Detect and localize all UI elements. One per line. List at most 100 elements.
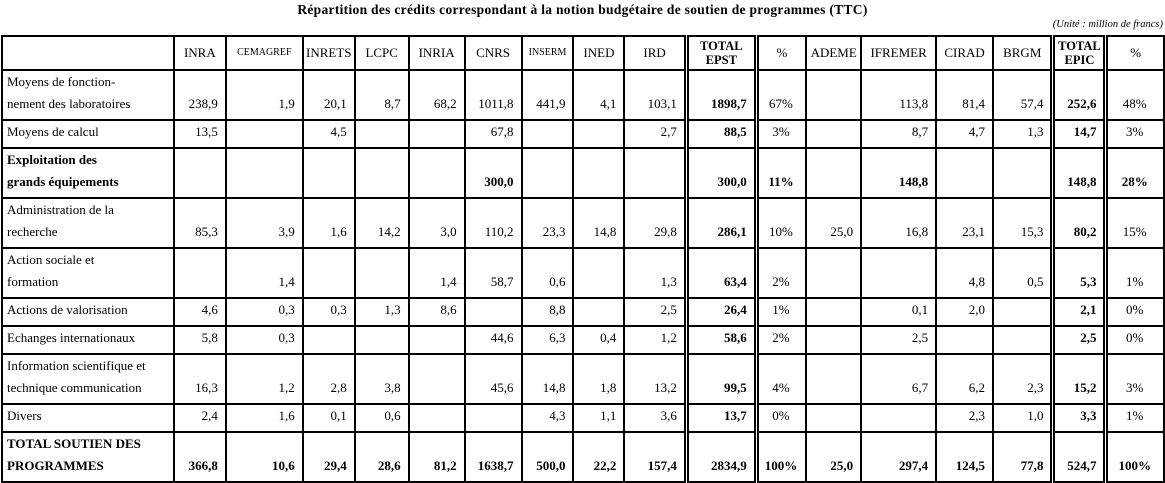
cell-inserm: 14,8 bbox=[520, 353, 575, 405]
column-header-inserm: INSERM bbox=[520, 35, 575, 71]
cell-inra bbox=[172, 147, 227, 199]
cell-total_epic: 148,8 bbox=[1050, 147, 1109, 199]
cell-cnrs: 110,2 bbox=[463, 197, 523, 249]
cell-inria bbox=[407, 403, 466, 433]
cell-pct_epst: 3% bbox=[755, 119, 808, 149]
cell-cemagref: 0,3 bbox=[224, 325, 304, 355]
cell-cirad: 124,5 bbox=[935, 431, 995, 483]
cell-pct_epst: 11% bbox=[755, 147, 808, 199]
cell-total_epst: 13,7 bbox=[683, 403, 759, 433]
cell-ifremer bbox=[860, 247, 938, 299]
column-header-cirad: CIRAD bbox=[935, 35, 995, 71]
cell-total_epst: 63,4 bbox=[683, 247, 759, 299]
cell-ifremer: 16,8 bbox=[860, 197, 938, 249]
cell-ird: 2,7 bbox=[623, 119, 688, 149]
cell-ined: 14,8 bbox=[572, 197, 626, 249]
cell-cnrs: 1011,8 bbox=[463, 69, 523, 121]
cell-inserm: 441,9 bbox=[520, 69, 575, 121]
column-header-inria: INRIA bbox=[407, 35, 466, 71]
cell-cnrs: 58,7 bbox=[463, 247, 523, 299]
cell-inra: 238,9 bbox=[172, 69, 227, 121]
cell-total_epst: 26,4 bbox=[683, 297, 759, 327]
cell-inra: 2,4 bbox=[172, 403, 227, 433]
table-header: INRA CEMAGREF INRETS LCPC INRIA CNRS INSERM INE… bbox=[1, 35, 1165, 71]
cell-inserm: 500,0 bbox=[520, 431, 575, 483]
cell-ined bbox=[572, 147, 626, 199]
cell-inrets: 20,1 bbox=[301, 69, 356, 121]
cell-pct_epic: 0% bbox=[1104, 297, 1165, 327]
cell-total_epic: 2,1 bbox=[1050, 297, 1109, 327]
cell-total_epst: 300,0 bbox=[683, 147, 759, 199]
cell-inria bbox=[407, 325, 466, 355]
cell-pct_epic: 1% bbox=[1104, 247, 1165, 299]
cell-cemagref bbox=[224, 147, 304, 199]
cell-cirad: 23,1 bbox=[935, 197, 995, 249]
cell-ademe bbox=[805, 147, 863, 199]
cell-pct_epst: 10% bbox=[755, 197, 808, 249]
cell-cemagref: 1,4 bbox=[224, 247, 304, 299]
cell-lcpc bbox=[353, 147, 410, 199]
cell-brgm: 1,3 bbox=[992, 119, 1054, 149]
table-row: Administration de la recherche 85,3 3,9 1,6 1… bbox=[1, 197, 1165, 249]
cell-total_epic: 524,7 bbox=[1050, 431, 1109, 483]
cell-pct_epic: 15% bbox=[1104, 197, 1165, 249]
header-row: INRA CEMAGREF INRETS LCPC INRIA CNRS INSERM INE… bbox=[1, 35, 1165, 71]
cell-pct_epst: 0% bbox=[755, 403, 808, 433]
row-label: Information scientifique et technique com… bbox=[1, 353, 175, 405]
row-label: Moyens de calcul bbox=[1, 119, 175, 149]
cell-cemagref: 1,9 bbox=[224, 69, 304, 121]
cell-brgm: 77,8 bbox=[992, 431, 1054, 483]
cell-cirad bbox=[935, 325, 995, 355]
cell-pct_epst: 100% bbox=[755, 431, 808, 483]
cell-cnrs: 300,0 bbox=[463, 147, 523, 199]
cell-ifremer bbox=[860, 403, 938, 433]
column-header-ird: IRD bbox=[623, 35, 688, 71]
table-row: Moyens de calcul 13,5 4,5 67,8 2,7 88,5 3% 8,7 4… bbox=[1, 119, 1165, 149]
cell-ined bbox=[572, 119, 626, 149]
cell-inrets bbox=[301, 147, 356, 199]
unit-note: (Unité : million de francs) bbox=[1052, 19, 1163, 30]
cell-lcpc: 14,2 bbox=[353, 197, 410, 249]
cell-ird: 103,1 bbox=[623, 69, 688, 121]
cell-ird: 1,2 bbox=[623, 325, 688, 355]
cell-ademe bbox=[805, 297, 863, 327]
cell-inra: 4,6 bbox=[172, 297, 227, 327]
row-label: Moyens de fonction-nement des laboratoir… bbox=[1, 69, 175, 121]
cell-inria: 1,4 bbox=[407, 247, 466, 299]
cell-cnrs: 45,6 bbox=[463, 353, 523, 405]
table-title: Répartition des crédits correspondant à … bbox=[297, 2, 868, 17]
cell-pct_epic: 3% bbox=[1104, 353, 1165, 405]
cell-ifremer: 6,7 bbox=[860, 353, 938, 405]
cell-lcpc bbox=[353, 325, 410, 355]
cell-pct_epic: 1% bbox=[1104, 403, 1165, 433]
table-row: Exploitation des grands équipements 300,0 3… bbox=[1, 147, 1165, 199]
column-header-cnrs: CNRS bbox=[463, 35, 523, 71]
cell-ird: 29,8 bbox=[623, 197, 688, 249]
cell-cirad: 6,2 bbox=[935, 353, 995, 405]
cell-inrets: 0,1 bbox=[301, 403, 356, 433]
cell-ademe bbox=[805, 247, 863, 299]
cell-lcpc: 8,7 bbox=[353, 69, 410, 121]
cell-inra: 13,5 bbox=[172, 119, 227, 149]
cell-brgm bbox=[992, 297, 1054, 327]
row-label: Divers bbox=[1, 403, 175, 433]
cell-inrets: 0,3 bbox=[301, 297, 356, 327]
cell-cemagref bbox=[224, 119, 304, 149]
table-body: Moyens de fonction-nement des laboratoir… bbox=[1, 69, 1165, 483]
cell-pct_epst: 4% bbox=[755, 353, 808, 405]
cell-cirad: 2,0 bbox=[935, 297, 995, 327]
row-label: TOTAL SOUTIEN DES PROGRAMMES bbox=[1, 431, 175, 483]
cell-pct_epic: 28% bbox=[1104, 147, 1165, 199]
cell-inria bbox=[407, 119, 466, 149]
cell-ird: 1,3 bbox=[623, 247, 688, 299]
cell-brgm: 2,3 bbox=[992, 353, 1054, 405]
cell-cirad bbox=[935, 147, 995, 199]
column-header-total_epst: TOTAL EPST bbox=[683, 35, 759, 71]
cell-cnrs bbox=[463, 403, 523, 433]
row-label: Actions de valorisation bbox=[1, 297, 175, 327]
cell-inserm: 0,6 bbox=[520, 247, 575, 299]
cell-ined bbox=[572, 247, 626, 299]
cell-pct_epst: 1% bbox=[755, 297, 808, 327]
cell-ined: 1,1 bbox=[572, 403, 626, 433]
column-header-ademe: ADEME bbox=[805, 35, 863, 71]
